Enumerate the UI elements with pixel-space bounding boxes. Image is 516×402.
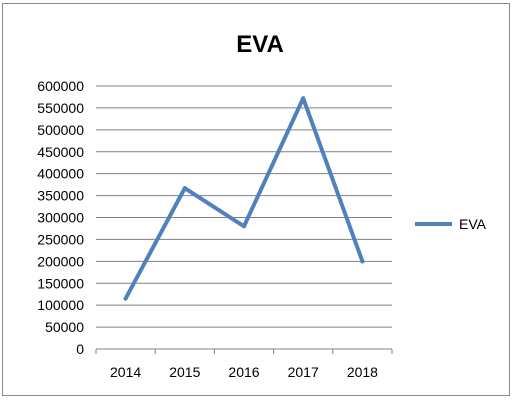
legend: EVA — [415, 216, 487, 232]
series-layer — [123, 96, 365, 301]
x-axis-tick-labels: 2014 2015 2016 2017 2018 — [110, 364, 378, 380]
series-line-eva — [123, 96, 365, 301]
y-tick-label: 0 — [76, 341, 84, 357]
data-point — [301, 96, 306, 101]
y-tick-label: 500000 — [37, 122, 84, 138]
y-tick-label: 600000 — [37, 78, 84, 94]
data-point — [360, 259, 365, 264]
data-point — [182, 186, 187, 191]
chart-title: EVA — [236, 31, 284, 58]
y-tick-label: 400000 — [37, 166, 84, 182]
x-tick-label: 2016 — [228, 364, 259, 380]
y-tick-label: 300000 — [37, 210, 84, 226]
gridlines — [95, 85, 393, 354]
x-tick-label: 2015 — [169, 364, 200, 380]
data-point — [123, 296, 128, 301]
y-tick-label: 250000 — [37, 231, 84, 247]
y-tick-label: 550000 — [37, 100, 84, 116]
y-tick-label: 150000 — [37, 275, 84, 291]
y-tick-label: 100000 — [37, 297, 84, 313]
y-tick-label: 350000 — [37, 188, 84, 204]
y-tick-label: 200000 — [37, 253, 84, 269]
data-point — [242, 224, 246, 229]
x-tick-label: 2017 — [288, 364, 319, 380]
y-tick-label: 450000 — [37, 144, 84, 160]
legend-label-eva: EVA — [459, 216, 487, 232]
x-tick-label: 2018 — [347, 364, 378, 380]
y-axis-tick-labels: 0 50000 100000 150000 200000 250000 300000 3500… — [37, 78, 84, 357]
x-tick-label: 2014 — [110, 364, 141, 380]
y-tick-label: 50000 — [45, 319, 84, 335]
